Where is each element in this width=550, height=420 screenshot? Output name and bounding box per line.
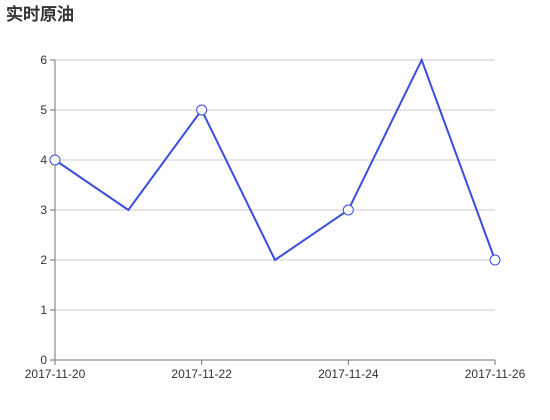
y-tick-label: 1 — [40, 303, 47, 317]
y-tick-label: 4 — [40, 153, 47, 167]
data-point-marker[interactable] — [489, 254, 501, 266]
data-point-marker[interactable] — [196, 104, 208, 116]
y-tick-label: 3 — [40, 203, 47, 217]
x-tick-labels: 2017-11-20 2017-11-22 2017-11-24 2017-11-26 — [25, 367, 526, 381]
y-tick-label: 2 — [40, 253, 47, 267]
axes — [50, 59, 496, 365]
series-line-0 — [54, 57, 496, 262]
series — [49, 57, 501, 266]
grid-lines — [55, 59, 495, 311]
y-tick-label: 5 — [40, 103, 47, 117]
y-tick-label: 6 — [40, 53, 47, 67]
x-tick-label: 2017-11-26 — [465, 367, 526, 381]
x-tick-label: 2017-11-22 — [171, 367, 232, 381]
data-point-marker[interactable] — [49, 154, 61, 166]
data-point-marker[interactable] — [342, 204, 354, 216]
y-tick-labels: 0 1 2 3 4 5 6 — [40, 53, 47, 367]
y-tick-label: 0 — [40, 353, 47, 367]
x-tick-label: 2017-11-20 — [25, 367, 86, 381]
chart-title: 实时原油 — [6, 5, 74, 25]
x-tick-label: 2017-11-24 — [318, 367, 379, 381]
